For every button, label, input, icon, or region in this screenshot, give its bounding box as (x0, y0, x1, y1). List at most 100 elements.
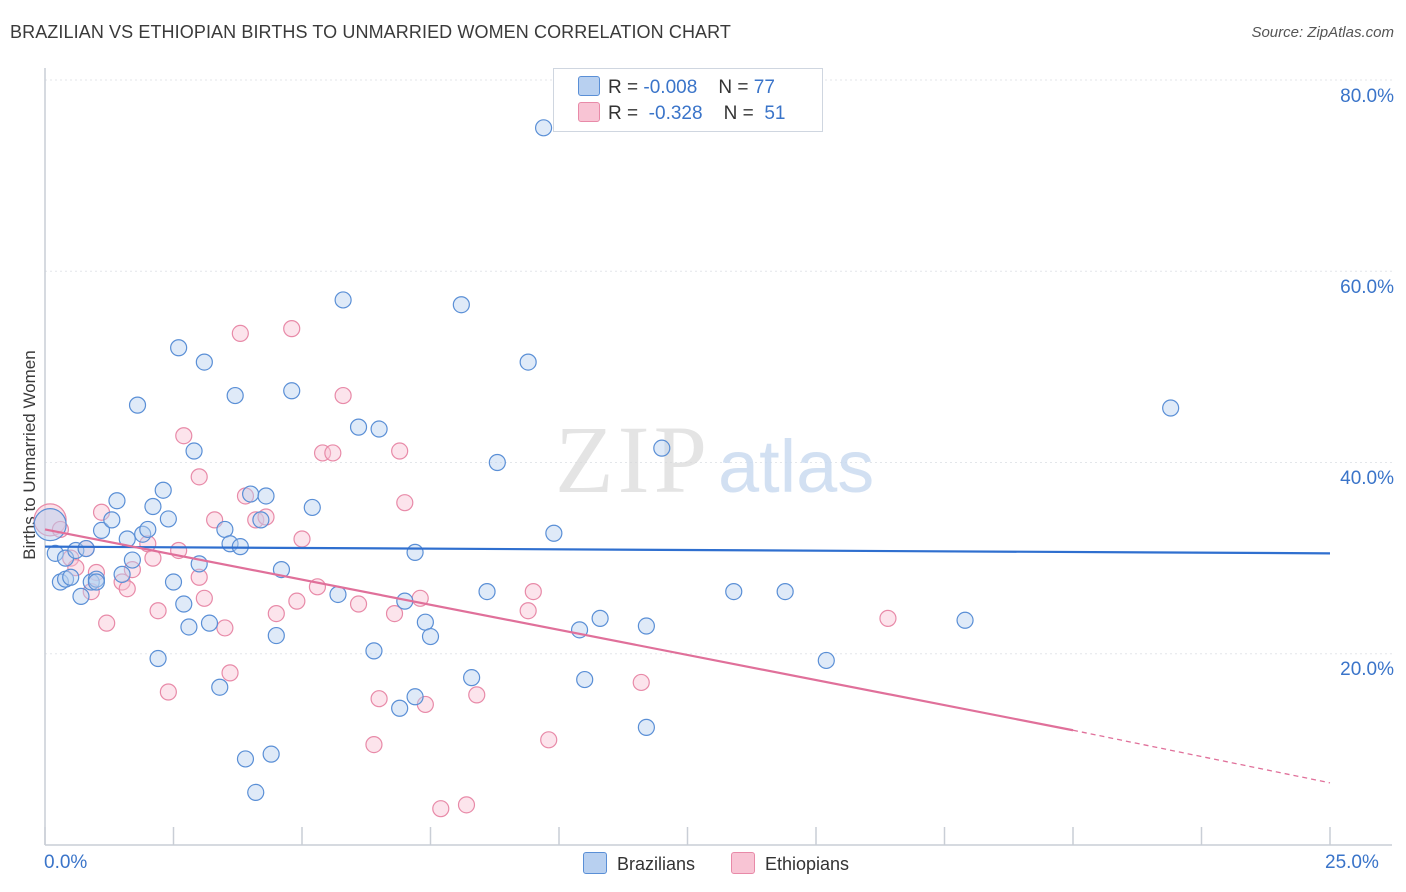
ethiopians-point (385, 604, 404, 623)
brazilians-point (488, 453, 506, 472)
brazilians-point (247, 783, 265, 802)
brazilians-point (200, 614, 219, 632)
brazilians-point (545, 524, 563, 542)
brazilians-point (242, 485, 260, 503)
watermark-zip: ZIP (555, 406, 711, 513)
brazilians-point (185, 442, 203, 460)
ethiopians-point (334, 386, 352, 405)
ethiopians-points (33, 320, 897, 818)
watermark-atlas: atlas (718, 425, 874, 508)
brazilians-point (257, 487, 275, 505)
ethiopians-point (349, 595, 368, 613)
chart-title: BRAZILIAN VS ETHIOPIAN BIRTHS TO UNMARRI… (10, 22, 732, 42)
legend-label: Ethiopians (765, 854, 850, 874)
brazilians-point (283, 382, 301, 400)
ethiopians-point (221, 664, 239, 682)
ethiopians-point (118, 580, 136, 598)
trend-lines (44, 528, 1331, 784)
brazilians-point (463, 669, 481, 687)
ethiopians-point (159, 683, 177, 701)
brazilians-point (216, 520, 234, 539)
ethiopians-point (190, 568, 208, 586)
brazilians-point (416, 613, 434, 631)
r-value: -0.008 (643, 77, 698, 98)
legend-label: Brazilians (617, 854, 696, 874)
y-tick-label: 20.0% (1340, 659, 1394, 680)
ethiopians-point (257, 508, 275, 526)
ethiopians-point (879, 609, 897, 627)
brazilians-point (149, 649, 167, 668)
axes (44, 68, 1392, 846)
watermark: ZIP atlas (555, 406, 874, 513)
r-label: R = (608, 103, 639, 124)
ethiopians-point (365, 735, 383, 754)
brazilians-point (195, 353, 213, 371)
brazilians-point (46, 544, 64, 562)
brazilians-point (370, 420, 388, 438)
brazilians-point (144, 497, 162, 516)
brazilians-point (1162, 399, 1180, 417)
ethiopians-point (98, 614, 116, 632)
brazilians-point (776, 582, 794, 601)
ethiopians-point (524, 582, 542, 601)
ethiopians-point (540, 731, 558, 749)
ethiopians-point (370, 690, 388, 708)
ethiopians-point (195, 589, 213, 607)
ethiopians-point (519, 602, 537, 620)
ethiopians-point (267, 604, 285, 623)
brazilians-point (817, 651, 835, 670)
y-tick-label: 40.0% (1340, 468, 1394, 489)
brazilians-point (170, 339, 188, 357)
ethiopians-point (288, 592, 306, 610)
brazilians-point (262, 745, 280, 763)
ethiopians-point (231, 324, 249, 343)
brazilians-point (33, 508, 67, 542)
ethiopians-point (190, 468, 208, 486)
correlation-legend: R = -0.008 N = 77 R = -0.328 N = 51 (553, 68, 823, 132)
ethiopians-point (457, 796, 476, 814)
brazilians-point (51, 573, 70, 591)
ethiopians-point (175, 427, 193, 445)
ethiopians-point (632, 673, 650, 692)
brazilians-point (591, 609, 609, 627)
brazilians-point (175, 595, 193, 613)
brazilians-point (365, 642, 383, 660)
brazilians-point (956, 611, 974, 629)
brazilians-swatch (583, 852, 607, 874)
ethiopians-point (247, 511, 265, 529)
ethiopians-point (324, 444, 342, 462)
x-tick-label-max: 25.0% (1325, 852, 1379, 873)
brazilians-point (519, 353, 537, 371)
grid-lines (45, 79, 1392, 655)
brazilians-point (349, 418, 368, 436)
r-value: -0.328 (648, 103, 703, 124)
brazilians-point (72, 587, 90, 605)
x-tick-label-min: 0.0% (44, 852, 88, 873)
brazilians-point (252, 511, 270, 529)
brazilians-point (303, 498, 321, 517)
ethiopians-point (432, 800, 450, 818)
brazilians-point (406, 543, 424, 561)
ethiopians-swatch (731, 852, 755, 874)
y-tick-label: 80.0% (1340, 86, 1394, 107)
ethiopians-trend-line (44, 528, 1074, 732)
brazilians-point (236, 750, 255, 768)
ethiopians-point (283, 320, 301, 338)
legend-item-brazilians: Brazilians (583, 852, 695, 875)
brazilians-point (576, 670, 594, 689)
brazilians-point (134, 525, 152, 543)
brazilians-point (421, 627, 440, 646)
brazilians-point (637, 617, 655, 635)
n-value: 51 (764, 103, 786, 124)
brazilians-point (154, 481, 172, 499)
brazilians-point (164, 573, 183, 591)
brazilians-point (123, 551, 141, 569)
brazilians-point (406, 688, 424, 706)
brazilians-trend-line (44, 545, 1331, 555)
ethiopians-point (468, 686, 486, 704)
brazilians-point (139, 520, 157, 539)
brazilians-point (87, 573, 106, 591)
brazilians-point (108, 492, 126, 510)
source-label: Source: ZipAtlas.com (1251, 24, 1394, 41)
